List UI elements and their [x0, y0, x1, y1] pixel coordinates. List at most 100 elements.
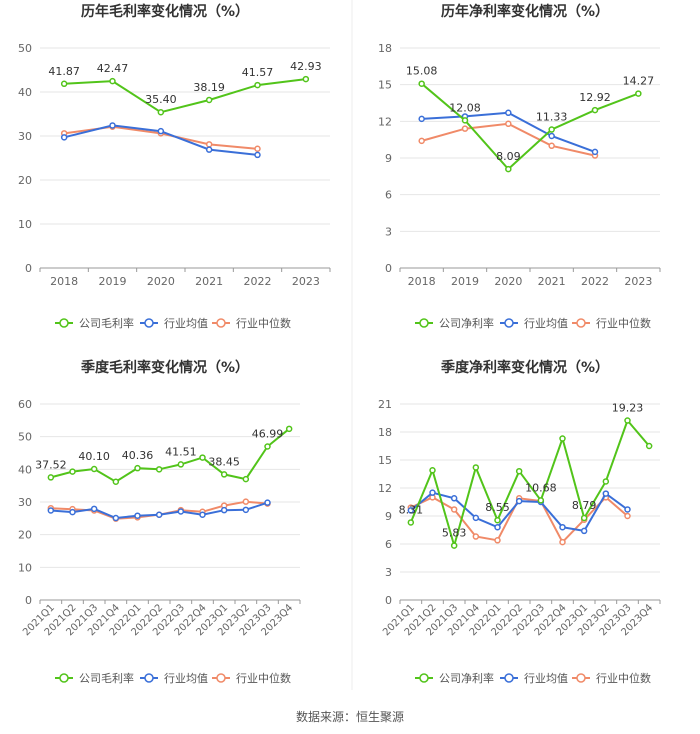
data-point	[134, 464, 141, 472]
data-point	[69, 508, 76, 516]
y-tick-label: 0	[385, 594, 392, 607]
data-point	[264, 443, 271, 450]
legend-marker	[144, 318, 154, 328]
y-tick-label: 30	[18, 130, 32, 143]
legend-label: 公司净利率	[439, 671, 494, 685]
data-point	[302, 75, 310, 83]
legend-marker	[59, 673, 69, 683]
data-point	[285, 425, 293, 433]
y-tick-label: 40	[18, 86, 32, 99]
x-tick-label: 2022	[244, 275, 272, 288]
y-tick-label: 30	[18, 496, 32, 509]
data-label: 12.92	[579, 91, 611, 104]
data-point	[494, 516, 501, 524]
legend-label: 公司毛利率	[79, 671, 134, 685]
legend-marker	[59, 318, 69, 328]
data-label: 35.40	[145, 93, 177, 106]
data-point	[60, 134, 68, 141]
y-tick-label: 15	[378, 454, 392, 467]
data-label: 8.79	[572, 499, 597, 512]
data-point	[472, 533, 480, 540]
data-point	[505, 109, 512, 117]
data-label: 40.10	[78, 450, 110, 463]
data-point	[602, 490, 610, 497]
data-label: 42.47	[97, 62, 129, 75]
data-point	[205, 96, 213, 104]
source-note: 数据来源：恒生聚源	[295, 710, 404, 724]
x-tick-label: 2020	[494, 275, 522, 288]
data-label: 42.93	[290, 60, 322, 73]
data-point	[109, 77, 116, 85]
y-tick-label: 0	[385, 262, 392, 275]
legend-label: 行业中位数	[596, 671, 651, 685]
data-label: 8.55	[485, 501, 510, 514]
data-point	[624, 512, 631, 520]
data-label: 40.36	[122, 449, 154, 462]
data-label: 38.19	[193, 81, 225, 94]
legend-marker	[216, 318, 226, 328]
legend-label: 行业均值	[164, 672, 208, 685]
data-point	[205, 141, 213, 148]
data-label: 8.31	[399, 503, 424, 516]
data-point	[472, 464, 480, 471]
data-label: 19.23	[612, 402, 644, 415]
x-tick-label: 2022	[581, 275, 609, 288]
data-point	[242, 506, 250, 514]
y-tick-label: 21	[378, 398, 392, 411]
data-point	[47, 507, 55, 514]
x-tick-label: 2018	[50, 275, 78, 288]
y-tick-label: 50	[18, 42, 32, 55]
data-point	[220, 471, 228, 478]
x-tick-label: 2020	[147, 275, 175, 288]
x-tick-label: 2021	[195, 275, 223, 288]
data-point	[177, 461, 185, 468]
y-tick-label: 0	[25, 262, 32, 275]
y-tick-label: 18	[378, 426, 392, 439]
chart-title: 季度净利率变化情况（%）	[440, 359, 609, 376]
data-label: 41.57	[242, 66, 274, 79]
data-point	[461, 125, 469, 132]
data-point	[90, 505, 98, 513]
data-point	[407, 519, 415, 526]
data-point	[548, 126, 555, 133]
data-label: 14.27	[623, 75, 655, 88]
data-point	[580, 527, 588, 535]
data-point	[157, 108, 165, 116]
chart-title: 历年净利率变化情况（%）	[441, 3, 609, 20]
data-point	[559, 435, 566, 442]
data-label: 37.52	[35, 458, 67, 471]
y-tick-label: 18	[378, 42, 392, 55]
data-point	[591, 148, 599, 156]
data-point	[205, 146, 213, 153]
data-point	[645, 442, 653, 450]
data-label: 12.08	[449, 101, 481, 114]
y-tick-label: 9	[385, 152, 392, 165]
series-line	[64, 78, 306, 114]
legend-label: 公司毛利率	[79, 316, 134, 330]
chart-panel-4: 季度净利率变化情况（%）0369121518212021Q12021Q22021…	[378, 359, 661, 685]
data-point	[635, 90, 642, 97]
y-tick-label: 15	[378, 79, 392, 92]
legend-label: 公司净利率	[439, 316, 494, 330]
data-label: 8.09	[496, 150, 521, 163]
data-point	[450, 495, 458, 502]
data-point	[450, 506, 458, 513]
data-point	[418, 137, 425, 145]
data-point	[591, 106, 599, 114]
y-tick-label: 60	[18, 398, 32, 411]
chart-panel-3: 季度毛利率变化情况（%）01020304050602021Q12021Q2202…	[18, 359, 301, 685]
data-point	[418, 80, 425, 87]
series-line	[409, 418, 650, 550]
data-point	[418, 115, 425, 123]
legend-marker	[419, 318, 429, 328]
data-point	[429, 467, 436, 474]
legend-marker	[576, 318, 586, 328]
data-point	[69, 468, 76, 475]
legend-marker	[504, 318, 514, 328]
data-point	[155, 466, 163, 473]
y-tick-label: 10	[18, 218, 32, 231]
series-line	[421, 82, 639, 171]
data-point	[580, 514, 588, 522]
data-point	[505, 165, 512, 173]
data-point	[624, 506, 631, 513]
